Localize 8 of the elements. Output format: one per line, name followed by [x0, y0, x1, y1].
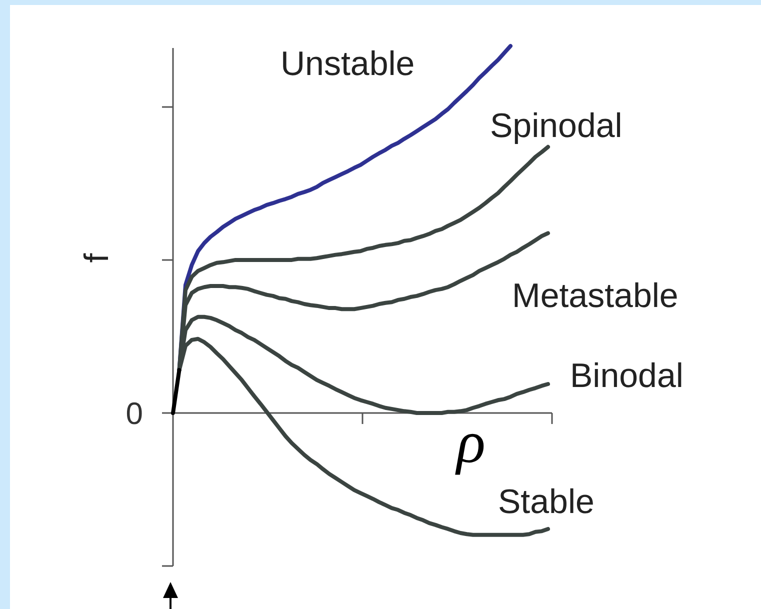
text: 0 [126, 396, 143, 431]
series-label: Spinodal [490, 106, 622, 145]
series-label: Unstable [280, 45, 415, 83]
series-label: Binodal [570, 357, 684, 396]
y-axis-title: f [78, 252, 116, 263]
x-axis-title: ρ [454, 409, 486, 475]
series-label: Stable [498, 482, 594, 521]
series-label: Metastable [512, 277, 678, 316]
